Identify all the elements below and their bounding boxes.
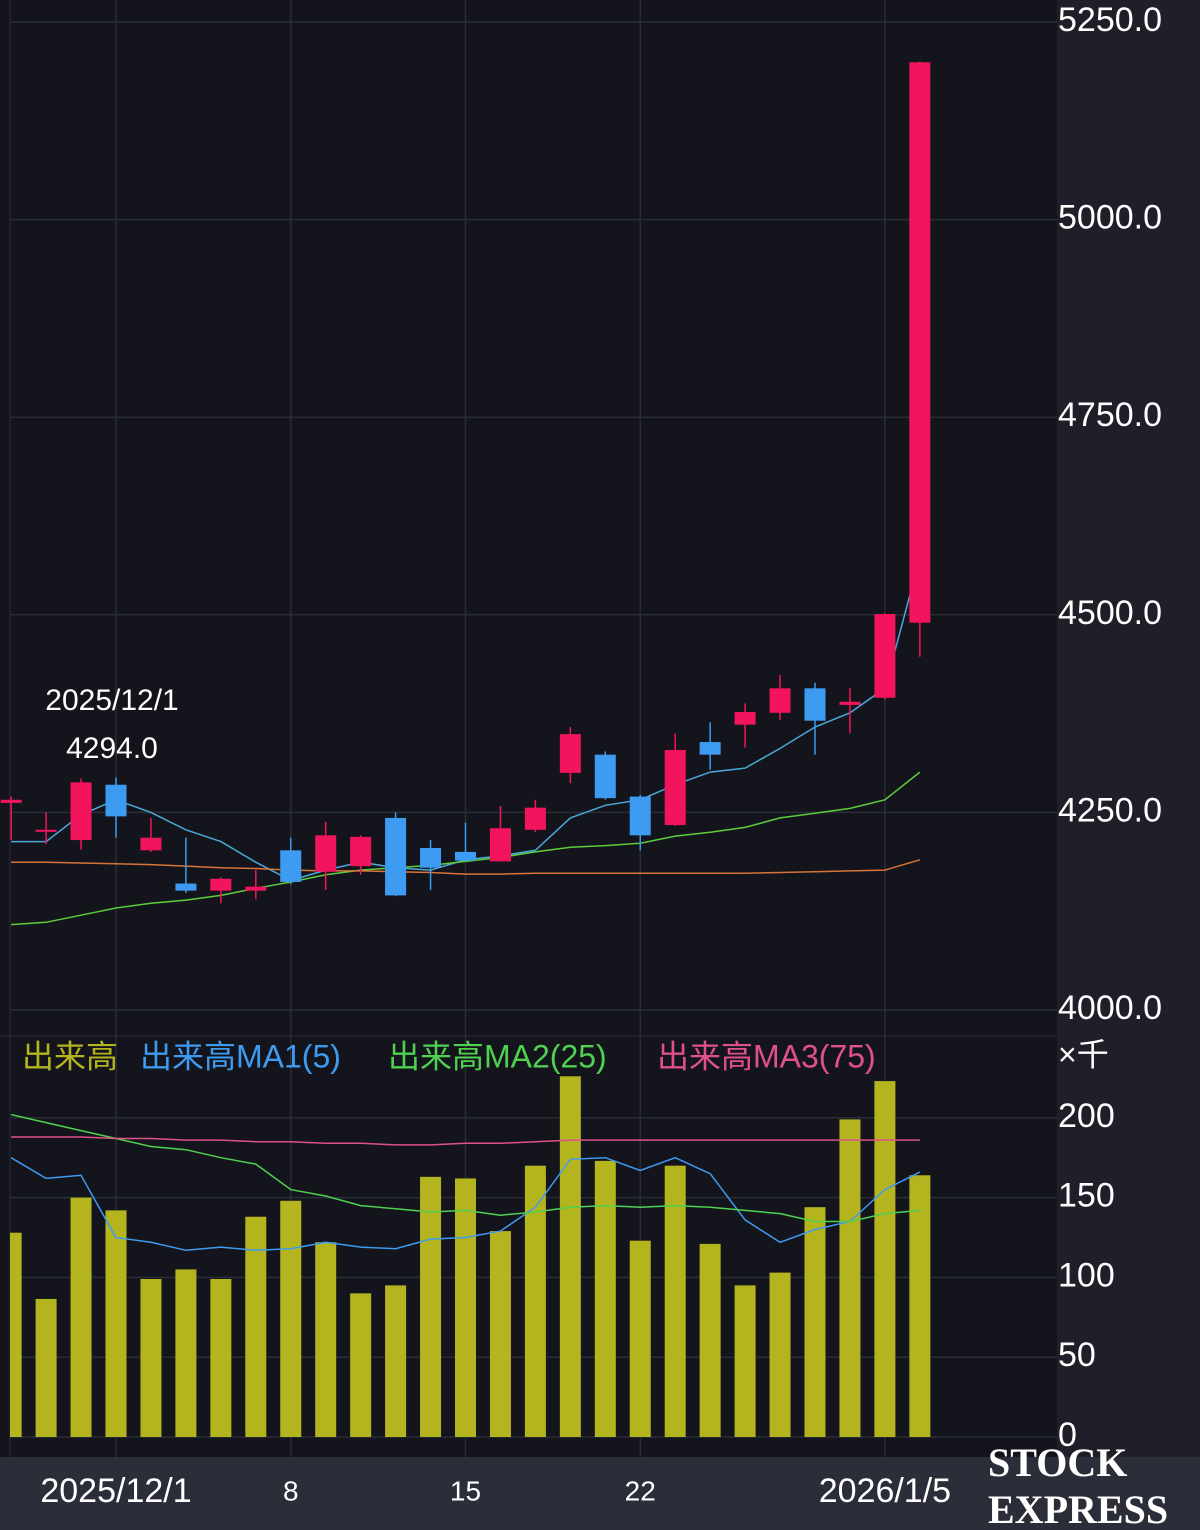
candle-body [489,828,511,862]
legend-label: 出来高 [22,1038,118,1074]
volume-bar [524,1165,546,1437]
y-tick-label: 4500.0 [1058,594,1162,632]
candle-body [315,835,337,872]
volume-bar [10,1232,22,1437]
volume-bar [70,1197,92,1437]
volume-bar [909,1175,931,1437]
candle-body [455,851,476,861]
watermark: STOCK [988,1440,1127,1485]
volume-bar [35,1298,57,1437]
candle-body [35,829,57,832]
x-tick-label: 15 [450,1475,481,1506]
volume-bar [804,1207,826,1437]
annotation-date: 2025/12/1 [45,684,178,717]
y-tick-label: 4250.0 [1058,791,1162,829]
candle-body [175,883,197,891]
candle-body [629,796,651,836]
price-ma-line [11,859,921,875]
axis-panel [1057,0,1200,1530]
candle-body [70,782,92,841]
volume-bar [489,1231,511,1437]
y-tick-label: 5000.0 [1058,199,1162,237]
candle-body [559,734,581,773]
volume-bar [315,1242,337,1437]
x-tick-label: 22 [625,1475,656,1506]
candle-body [0,799,22,803]
y-tick-label: 50 [1058,1336,1096,1374]
legend-label: 出来高MA3(75) [657,1038,876,1074]
candle-body [594,754,616,799]
candle-body [664,749,686,826]
volume-bar [734,1285,756,1437]
candle-body [280,850,302,882]
candle-body [804,688,826,721]
volume-bar [140,1278,162,1437]
candle-body [105,784,127,817]
volume-bar [280,1200,302,1437]
candle-body [385,817,407,896]
volume-bar [874,1081,896,1437]
legend-label: 出来高MA1(5) [140,1038,341,1074]
candle-body [874,614,896,698]
x-tick-label: 8 [283,1475,299,1506]
volume-bar [245,1216,267,1437]
candle-body [524,807,546,830]
legend-label: 出来高MA2(25) [388,1038,607,1074]
candle-body [699,742,721,755]
candle-body [734,712,756,725]
volume-bar [629,1240,651,1437]
volume-bar [664,1165,686,1437]
candle-body [909,62,931,623]
volume-bar [839,1119,861,1437]
volume-bar [210,1278,232,1437]
volume-bar [594,1160,616,1437]
candle-body [769,688,791,713]
volume-bar [350,1293,372,1437]
candle-body [245,886,267,891]
volume-unit: ×千 [1058,1036,1109,1072]
candle-body [210,878,232,891]
x-axis-panel [0,1457,1200,1530]
y-tick-label: 150 [1058,1177,1115,1215]
candle-body [420,847,442,868]
y-tick-label: 5250.0 [1058,1,1162,39]
y-tick-label: 0 [1058,1416,1077,1454]
volume-bar [105,1210,127,1437]
volume-bar [385,1285,407,1437]
volume-bar [455,1178,476,1437]
volume-ma-line [10,1113,920,1223]
volume-bar [420,1176,442,1437]
volume-bar [769,1272,791,1437]
candle-body [839,701,861,705]
x-tick-label: 2025/12/1 [40,1472,191,1510]
y-tick-label: 4000.0 [1058,989,1162,1027]
candle-body [140,837,162,851]
volume-bar [175,1269,197,1437]
x-tick-label: 2026/1/5 [819,1472,951,1510]
volume-ma-line [10,1156,921,1252]
y-tick-label: 200 [1058,1097,1115,1135]
volume-bar [559,1076,581,1437]
volume-ma-line [11,1136,920,1146]
annotation-price: 4294.0 [66,732,158,765]
y-tick-label: 4750.0 [1058,396,1162,434]
volume-bar [699,1243,721,1437]
watermark: EXPRESS [988,1487,1168,1530]
y-tick-label: 100 [1058,1256,1115,1294]
candle-body [350,836,372,867]
